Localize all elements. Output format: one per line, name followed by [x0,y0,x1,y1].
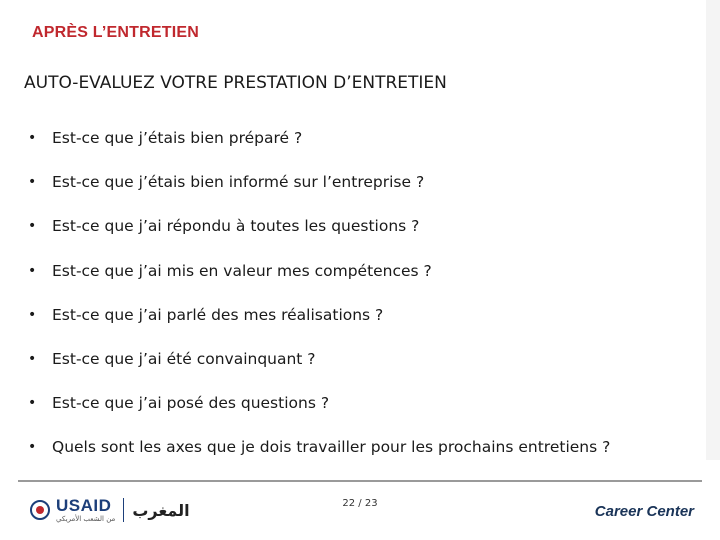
list-item-text: Est-ce que j’ai parlé des mes réalisatio… [52,305,384,324]
bullet-icon: • [28,395,37,412]
usaid-seal-icon [30,500,50,520]
right-edge-band [706,0,720,460]
list-item: • Est-ce que j’ai mis en valeur mes compé… [28,249,708,293]
usaid-tagline: من الشعب الأمريكي [56,515,116,523]
bullet-icon: • [28,306,37,323]
logo-separator [123,498,125,522]
page-number: 22 / 23 [342,498,378,509]
list-item-text: Quels sont les axes que je dois travaill… [52,438,611,457]
morocco-arabic-label: المغرب [132,500,190,520]
list-item: • Est-ce que j’ai répondu à toutes les qu… [28,204,708,248]
list-item: • Est-ce que j’ai posé des questions ? [28,381,708,425]
list-item-text: Est-ce que j’ai répondu à toutes les que… [52,217,420,236]
list-item-text: Est-ce que j’étais bien préparé ? [52,129,303,148]
bullet-icon: • [28,351,37,368]
list-item-text: Est-ce que j’étais bien informé sur l’en… [52,173,425,192]
list-item: • Quels sont les axes que je dois travail… [28,425,708,469]
list-item: • Est-ce que j’étais bien informé sur l’e… [28,160,708,204]
list-item: • Est-ce que j’ai été convainquant ? [28,337,708,381]
bullet-icon: • [28,262,37,279]
bullet-icon: • [28,130,37,147]
usaid-label: USAID [56,496,112,515]
list-item: • Est-ce que j’étais bien préparé ? [28,116,708,160]
checklist: • Est-ce que j’étais bien préparé ? • Est-… [28,116,708,470]
list-item-text: Est-ce que j’ai posé des questions ? [52,394,330,413]
career-center-logo: Career Center [594,503,694,520]
slide-subtitle: AUTO-EVALUEZ VOTRE PRESTATION D’ENTRETIE… [24,73,447,93]
footer-divider [18,480,702,482]
list-item-text: Est-ce que j’ai mis en valeur mes compét… [52,261,432,280]
usaid-logo: USAID من الشعب الأمريكي المغرب [30,497,190,523]
bullet-icon: • [28,439,37,456]
bullet-icon: • [28,218,37,235]
bullet-icon: • [28,174,37,191]
list-item-text: Est-ce que j’ai été convainquant ? [52,350,316,369]
list-item: • Est-ce que j’ai parlé des mes réalisati… [28,293,708,337]
slide-title: APRÈS L’ENTRETIEN [32,24,199,41]
usaid-wordmark: USAID من الشعب الأمريكي [56,497,115,523]
